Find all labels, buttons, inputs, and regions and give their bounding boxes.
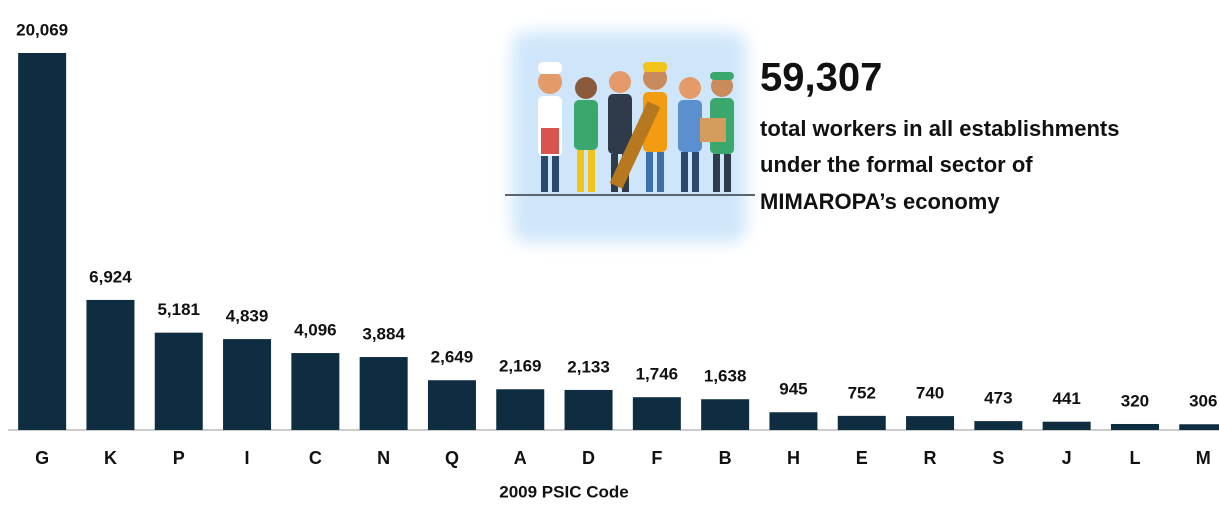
- value-label: 320: [1121, 391, 1149, 410]
- value-label: 2,133: [567, 357, 610, 376]
- value-label: 5,181: [157, 300, 200, 319]
- value-label: 306: [1189, 392, 1217, 411]
- value-label: 6,924: [89, 267, 132, 286]
- value-label: 752: [848, 383, 876, 402]
- value-label: 4,839: [226, 307, 269, 326]
- x-axis-title: 2009 PSIC Code: [499, 482, 628, 501]
- total-number: 59,307: [760, 56, 882, 100]
- bar: [359, 357, 408, 430]
- x-tick-label: R: [924, 448, 937, 468]
- x-tick-label: A: [514, 448, 527, 468]
- value-label: 740: [916, 384, 944, 403]
- bar: [564, 389, 613, 430]
- bar: [974, 421, 1023, 430]
- bar: [496, 389, 545, 430]
- x-tick-label: L: [1129, 448, 1140, 468]
- bar: [291, 353, 340, 430]
- bar: [769, 412, 818, 430]
- bar: [906, 416, 955, 430]
- value-label: 20,069: [16, 20, 68, 39]
- value-label: 2,649: [431, 348, 474, 367]
- illustration: [505, 32, 755, 242]
- value-label: 945: [779, 380, 807, 399]
- value-label: 2,169: [499, 357, 542, 376]
- bar: [223, 339, 272, 430]
- x-tick-label: M: [1196, 448, 1211, 468]
- x-tick-label: C: [309, 448, 322, 468]
- bar: [1042, 421, 1091, 430]
- bar: [632, 397, 681, 430]
- x-tick-label: Q: [445, 448, 459, 468]
- bar: [701, 399, 750, 430]
- value-label: 4,096: [294, 321, 337, 340]
- x-tick-label: H: [787, 448, 800, 468]
- x-tick-label: D: [582, 448, 595, 468]
- annotation-line: total workers in all establishments: [760, 116, 1119, 141]
- bar: [154, 332, 203, 430]
- x-tick-label: F: [651, 448, 662, 468]
- value-label: 1,746: [636, 365, 679, 384]
- x-tick-label: N: [377, 448, 390, 468]
- x-tick-label: P: [173, 448, 185, 468]
- value-label: 3,884: [362, 325, 405, 344]
- x-tick-label: S: [992, 448, 1004, 468]
- annotation-line: under the formal sector of: [760, 152, 1033, 177]
- bar: [837, 415, 886, 430]
- bar: [427, 380, 476, 430]
- annotation-line: MIMAROPA’s economy: [760, 189, 1000, 214]
- x-tick-label: B: [719, 448, 732, 468]
- bar: [1179, 424, 1219, 430]
- value-label: 473: [984, 389, 1012, 408]
- x-tick-label: K: [104, 448, 117, 468]
- value-label: 1,638: [704, 367, 747, 386]
- x-tick-label: G: [35, 448, 49, 468]
- x-tick-label: I: [245, 448, 250, 468]
- bar: [18, 53, 67, 430]
- bar: [1110, 423, 1159, 430]
- x-tick-label: E: [856, 448, 868, 468]
- value-label: 441: [1052, 389, 1080, 408]
- x-tick-label: J: [1062, 448, 1072, 468]
- bar: [86, 299, 135, 430]
